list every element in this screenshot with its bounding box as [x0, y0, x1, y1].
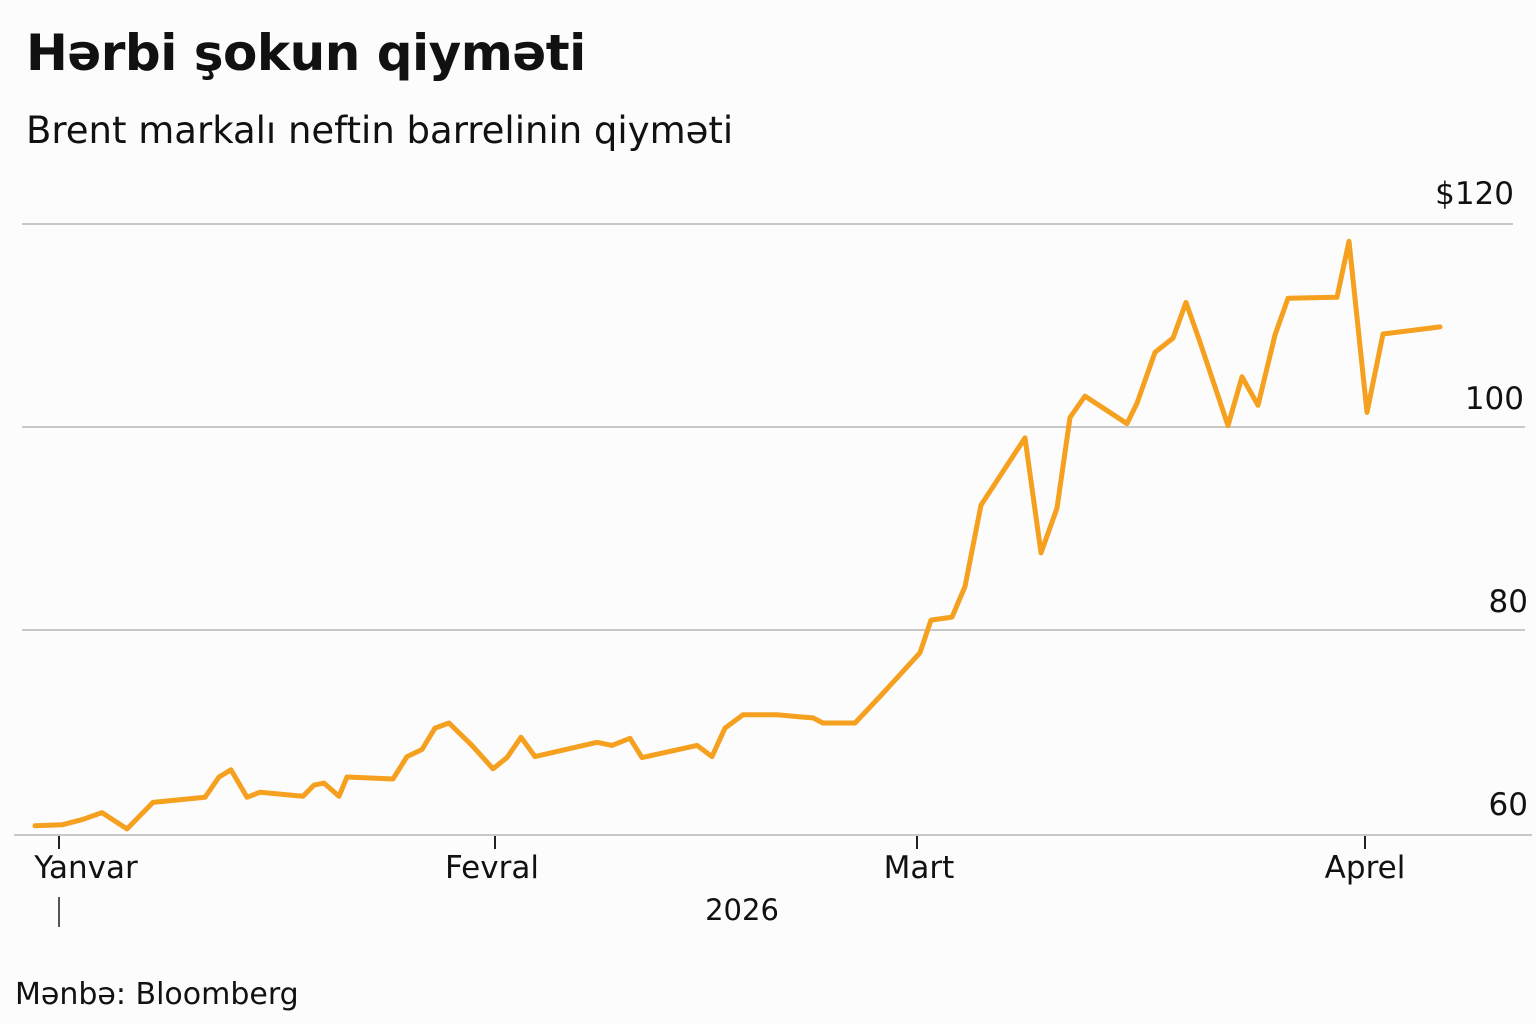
chart-subtitle: Brent markalı neftin barrelinin qiyməti	[26, 109, 734, 152]
y-tick-label-80: 80	[1488, 584, 1528, 620]
x-ticks	[58, 836, 1366, 927]
x-tick-label-fevral: Fevral	[445, 850, 539, 886]
source-note: Mənbə: Bloomberg	[15, 977, 299, 1012]
brent-price-line	[32, 238, 1443, 832]
y-tick-label-120: $120	[1435, 176, 1514, 212]
x-tick-label-mart: Mart	[883, 850, 955, 886]
x-axis-year-label: 2026	[705, 893, 779, 927]
x-tick-label-yanvar: Yanvar	[34, 850, 138, 886]
chart-title: Hərbi şokun qiyməti	[26, 24, 586, 82]
y-tick-label-100: 100	[1464, 381, 1524, 417]
gridlines	[14, 223, 1532, 836]
y-tick-label-60: 60	[1488, 787, 1528, 823]
x-tick-label-aprel: Aprel	[1324, 850, 1406, 886]
